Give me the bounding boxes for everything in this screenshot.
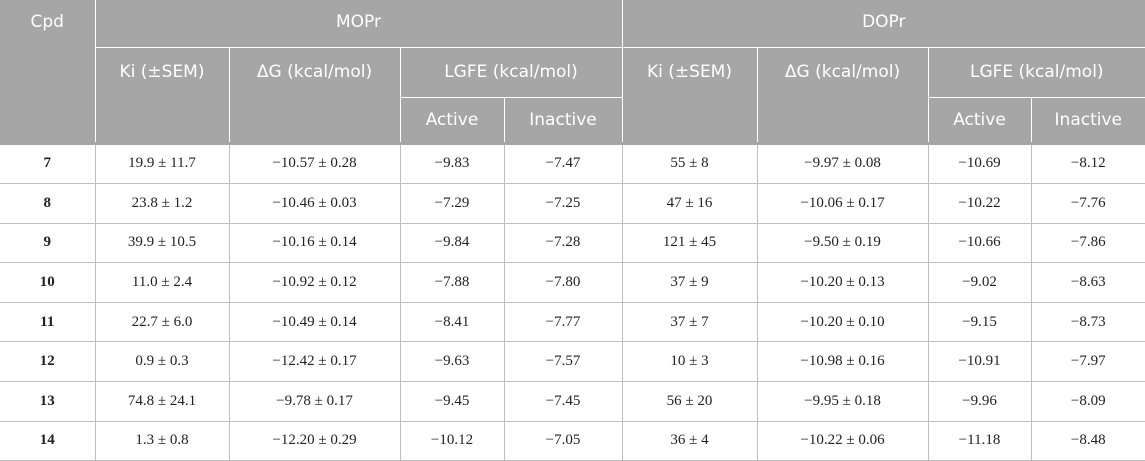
cell-dopr-active: −11.18 (927, 420, 1031, 461)
cell-mopr-dg: −10.49 ± 0.14 (228, 301, 400, 342)
cell-mopr-inactive: −7.25 (503, 183, 622, 224)
cell-cpd: 8 (0, 183, 95, 224)
cell-cpd: 13 (0, 381, 95, 422)
cell-dopr-dg: −10.06 ± 0.17 (756, 183, 928, 224)
cell-mopr-inactive: −7.80 (503, 262, 622, 303)
cell-dopr-inactive: −8.09 (1030, 381, 1145, 422)
cell-mopr-active: −9.63 (399, 341, 504, 382)
cell-cpd: 7 (0, 141, 95, 184)
cell-dopr-dg: −9.97 ± 0.08 (756, 141, 928, 184)
cell-dopr-active: −10.91 (927, 341, 1031, 382)
cell-mopr-ki: 22.7 ± 6.0 (94, 301, 229, 342)
cell-mopr-active: −9.83 (399, 141, 504, 184)
cell-dopr-dg: −9.50 ± 0.19 (756, 222, 928, 263)
cell-dopr-dg: −10.20 ± 0.13 (756, 262, 928, 303)
cell-dopr-inactive: −7.86 (1030, 222, 1145, 263)
cell-dopr-inactive: −7.76 (1030, 183, 1145, 224)
cell-cpd: 9 (0, 222, 95, 263)
cell-mopr-active: −7.29 (399, 183, 504, 224)
cell-mopr-inactive: −7.47 (503, 141, 622, 184)
cell-mopr-inactive: −7.57 (503, 341, 622, 382)
cell-dopr-inactive: −8.63 (1030, 262, 1145, 303)
cell-mopr-active: −9.84 (399, 222, 504, 263)
table-row: 8 23.8 ± 1.2 −10.46 ± 0.03 −7.29 −7.25 47 ± 1… (0, 183, 1145, 224)
header-mopr: MOPr (94, 0, 622, 48)
cell-dopr-active: −9.15 (927, 301, 1031, 342)
cell-cpd: 14 (0, 420, 95, 461)
cell-cpd: 10 (0, 262, 95, 303)
table-row: 9 39.9 ± 10.5 −10.16 ± 0.14 −9.84 −7.28 121 ±… (0, 222, 1145, 263)
cell-mopr-inactive: −7.05 (503, 420, 622, 461)
cell-cpd: 12 (0, 341, 95, 382)
cell-dopr-ki: 47 ± 16 (621, 183, 757, 224)
header-mopr-ki: Ki (±SEM) (94, 47, 229, 143)
cell-dopr-ki: 37 ± 7 (621, 301, 757, 342)
cell-mopr-dg: −9.78 ± 0.17 (228, 381, 400, 422)
cell-dopr-inactive: −8.73 (1030, 301, 1145, 342)
cell-dopr-ki: 10 ± 3 (621, 341, 757, 382)
header-mopr-inactive: Inactive (503, 97, 622, 143)
cell-dopr-active: −9.02 (927, 262, 1031, 303)
cell-mopr-inactive: −7.28 (503, 222, 622, 263)
header-dopr-lgfe: LGFE (kcal/mol) (927, 47, 1145, 98)
table-row: 7 19.9 ± 11.7 −10.57 ± 0.28 −9.83 −7.47 55 ± … (0, 141, 1145, 184)
cell-dopr-ki: 36 ± 4 (621, 420, 757, 461)
cell-mopr-active: −10.12 (399, 420, 504, 461)
cell-dopr-dg: −9.95 ± 0.18 (756, 381, 928, 422)
header-dopr-dg: ΔG (kcal/mol) (756, 47, 928, 143)
cell-dopr-dg: −10.98 ± 0.16 (756, 341, 928, 382)
cell-mopr-ki: 0.9 ± 0.3 (94, 341, 229, 382)
header-dopr-ki: Ki (±SEM) (621, 47, 757, 143)
cell-dopr-active: −10.66 (927, 222, 1031, 263)
cell-mopr-dg: −12.20 ± 0.29 (228, 420, 400, 461)
cell-mopr-dg: −10.46 ± 0.03 (228, 183, 400, 224)
table-row: 14 1.3 ± 0.8 −12.20 ± 0.29 −10.12 −7.05 36 ± … (0, 420, 1145, 461)
cell-mopr-active: −8.41 (399, 301, 504, 342)
cell-dopr-ki: 55 ± 8 (621, 141, 757, 184)
cell-mopr-inactive: −7.45 (503, 381, 622, 422)
header-mopr-lgfe: LGFE (kcal/mol) (399, 47, 622, 98)
header-dopr-active: Active (927, 97, 1031, 143)
header-cpd: Cpd (0, 0, 95, 143)
cell-mopr-dg: −10.92 ± 0.12 (228, 262, 400, 303)
cell-cpd: 11 (0, 301, 95, 342)
cell-dopr-inactive: −8.12 (1030, 141, 1145, 184)
header-dopr-inactive: Inactive (1030, 97, 1145, 143)
cell-mopr-ki: 11.0 ± 2.4 (94, 262, 229, 303)
cell-dopr-dg: −10.20 ± 0.10 (756, 301, 928, 342)
table-header: Cpd MOPr DOPr Ki (±SEM) ΔG (kcal/mol) LG… (0, 0, 1145, 143)
cell-mopr-active: −7.88 (399, 262, 504, 303)
cell-dopr-ki: 56 ± 20 (621, 381, 757, 422)
cell-mopr-dg: −12.42 ± 0.17 (228, 341, 400, 382)
cell-mopr-ki: 1.3 ± 0.8 (94, 420, 229, 461)
cell-mopr-inactive: −7.77 (503, 301, 622, 342)
header-mopr-dg: ΔG (kcal/mol) (228, 47, 400, 143)
header-mopr-active: Active (399, 97, 504, 143)
cell-dopr-inactive: −7.97 (1030, 341, 1145, 382)
table-row: 10 11.0 ± 2.4 −10.92 ± 0.12 −7.88 −7.80 37 ± … (0, 262, 1145, 303)
cell-mopr-ki: 23.8 ± 1.2 (94, 183, 229, 224)
cell-dopr-dg: −10.22 ± 0.06 (756, 420, 928, 461)
table-row: 12 0.9 ± 0.3 −12.42 ± 0.17 −9.63 −7.57 10 ± 3… (0, 341, 1145, 382)
table-row: 13 74.8 ± 24.1 −9.78 ± 0.17 −9.45 −7.45 56 ± … (0, 381, 1145, 422)
cell-dopr-active: −9.96 (927, 381, 1031, 422)
cell-dopr-ki: 121 ± 45 (621, 222, 757, 263)
cell-dopr-active: −10.69 (927, 141, 1031, 184)
table-body: 7 19.9 ± 11.7 −10.57 ± 0.28 −9.83 −7.47 55 ± … (0, 141, 1145, 461)
cell-mopr-dg: −10.16 ± 0.14 (228, 222, 400, 263)
header-dopr: DOPr (621, 0, 1145, 48)
table-row: 11 22.7 ± 6.0 −10.49 ± 0.14 −8.41 −7.77 37 ± … (0, 301, 1145, 342)
cell-mopr-dg: −10.57 ± 0.28 (228, 141, 400, 184)
cell-mopr-ki: 74.8 ± 24.1 (94, 381, 229, 422)
cell-mopr-ki: 19.9 ± 11.7 (94, 141, 229, 184)
cell-dopr-active: −10.22 (927, 183, 1031, 224)
cell-dopr-inactive: −8.48 (1030, 420, 1145, 461)
cell-mopr-active: −9.45 (399, 381, 504, 422)
cell-mopr-ki: 39.9 ± 10.5 (94, 222, 229, 263)
cell-dopr-ki: 37 ± 9 (621, 262, 757, 303)
